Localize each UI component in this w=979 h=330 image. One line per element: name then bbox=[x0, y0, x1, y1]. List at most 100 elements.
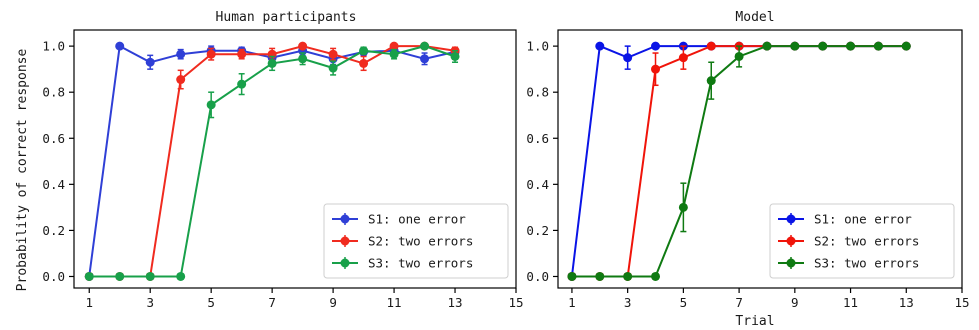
plot-area bbox=[73, 29, 517, 289]
data-point bbox=[595, 271, 605, 281]
data-point bbox=[901, 41, 911, 51]
panel-model: Model Trial 1 3 5 7 9 11 13 150.00.20.40.60.81.… bbox=[526, 10, 969, 329]
panel-human-participants: Human participants Probability of correc… bbox=[15, 10, 524, 310]
legend: S1: one error S2: two errors S3: two error… bbox=[769, 203, 955, 279]
legend-entry: S1: one error bbox=[332, 212, 466, 227]
data-point bbox=[706, 76, 716, 86]
data-point bbox=[651, 64, 661, 74]
data-point bbox=[678, 202, 688, 212]
legend-swatch-marker bbox=[340, 236, 350, 246]
x-tick-label: 9 bbox=[791, 295, 799, 310]
y-tick-label: 0.4 bbox=[42, 177, 65, 192]
legend-box bbox=[769, 203, 955, 279]
y-tick-label: 0.2 bbox=[526, 223, 549, 238]
chart-title: Human participants bbox=[216, 10, 357, 25]
data-point bbox=[762, 41, 772, 51]
data-point bbox=[651, 41, 661, 51]
legend-entry: S3: two errors bbox=[332, 256, 473, 271]
x-tick-label: 11 bbox=[387, 295, 402, 310]
data-point bbox=[206, 49, 216, 59]
plot-area bbox=[557, 29, 963, 289]
x-tick-label: 7 bbox=[268, 295, 276, 310]
data-point bbox=[818, 41, 828, 51]
series-3 bbox=[567, 41, 911, 281]
x-tick-label: 7 bbox=[735, 295, 743, 310]
y-tick-label: 0.8 bbox=[526, 85, 549, 100]
legend-box bbox=[323, 203, 509, 279]
x-tick-label: 13 bbox=[899, 295, 914, 310]
data-point bbox=[145, 271, 155, 281]
data-point bbox=[328, 49, 338, 59]
legend-label: S3: two errors bbox=[814, 256, 919, 271]
data-point bbox=[115, 271, 125, 281]
data-point bbox=[623, 271, 633, 281]
y-axis-label: Probability of correct response bbox=[15, 49, 30, 292]
data-point bbox=[706, 41, 716, 51]
tick-labels: 1 3 5 7 9 11 13 150.00.20.40.60.81.0 bbox=[526, 39, 969, 310]
data-point bbox=[176, 75, 186, 85]
data-point bbox=[846, 41, 856, 51]
data-point bbox=[567, 271, 577, 281]
legend-label: S2: two errors bbox=[814, 234, 919, 249]
data-point bbox=[450, 51, 460, 61]
legend-entry: S3: two errors bbox=[778, 256, 919, 271]
legend-label: S2: two errors bbox=[368, 234, 473, 249]
y-tick-label: 0.6 bbox=[526, 131, 549, 146]
y-tick-label: 0.8 bbox=[42, 85, 65, 100]
data-point bbox=[298, 54, 308, 64]
legend-swatch-marker bbox=[786, 236, 796, 246]
x-tick-label: 13 bbox=[448, 295, 463, 310]
axes-frame bbox=[557, 29, 963, 289]
data-point bbox=[206, 100, 216, 110]
legend-entry: S1: one error bbox=[778, 212, 912, 227]
data-point bbox=[267, 58, 277, 68]
legend-swatch-marker bbox=[786, 214, 796, 224]
x-tick-label: 5 bbox=[207, 295, 215, 310]
data-point bbox=[145, 57, 155, 67]
data-point bbox=[237, 49, 247, 59]
data-point bbox=[176, 271, 186, 281]
axes-frame bbox=[73, 29, 517, 289]
y-tick-label: 0.2 bbox=[42, 223, 65, 238]
y-tick-label: 0.6 bbox=[42, 131, 65, 146]
data-point bbox=[389, 49, 399, 59]
data-point bbox=[237, 79, 247, 89]
legend-label: S1: one error bbox=[814, 212, 912, 227]
y-tick-label: 0.4 bbox=[526, 177, 549, 192]
x-tick-label: 3 bbox=[146, 295, 154, 310]
data-point bbox=[84, 271, 94, 281]
data-point bbox=[595, 41, 605, 51]
legend-label: S1: one error bbox=[368, 212, 466, 227]
data-point bbox=[420, 41, 430, 51]
x-tick-label: 5 bbox=[680, 295, 688, 310]
x-tick-label: 1 bbox=[85, 295, 93, 310]
data-point bbox=[359, 46, 369, 56]
chart-title: Model bbox=[735, 10, 774, 25]
y-tick-label: 1.0 bbox=[42, 39, 65, 54]
x-axis-label: Trial bbox=[735, 314, 774, 329]
legend-entry: S2: two errors bbox=[332, 234, 473, 249]
data-point bbox=[623, 53, 633, 63]
x-tick-label: 15 bbox=[954, 295, 969, 310]
data-point bbox=[359, 58, 369, 68]
x-tick-label: 15 bbox=[508, 295, 523, 310]
y-tick-label: 1.0 bbox=[526, 39, 549, 54]
y-tick-label: 0.0 bbox=[42, 269, 65, 284]
x-tick-label: 3 bbox=[624, 295, 632, 310]
tick-labels: 1 3 5 7 9 11 13 150.00.20.40.60.81.0 bbox=[42, 39, 523, 310]
legend: S1: one error S2: two errors S3: two error… bbox=[323, 203, 509, 279]
x-tick-label: 1 bbox=[568, 295, 576, 310]
data-point bbox=[420, 54, 430, 64]
data-point bbox=[651, 271, 661, 281]
legend-entry: S2: two errors bbox=[778, 234, 919, 249]
legend-label: S3: two errors bbox=[368, 256, 473, 271]
legend-swatch-marker bbox=[340, 258, 350, 268]
data-point bbox=[176, 49, 186, 59]
x-tick-label: 9 bbox=[329, 295, 337, 310]
legend-swatch-marker bbox=[340, 214, 350, 224]
series-3 bbox=[84, 41, 460, 281]
x-tick-label: 11 bbox=[843, 295, 858, 310]
data-point bbox=[389, 41, 399, 51]
data-point bbox=[328, 63, 338, 73]
